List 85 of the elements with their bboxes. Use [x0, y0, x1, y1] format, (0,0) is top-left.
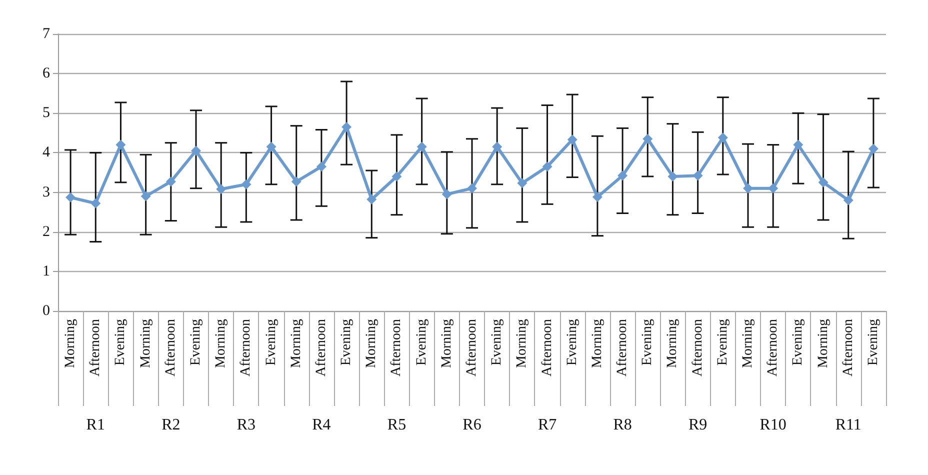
text: R1: [86, 416, 105, 434]
x-tick-label: Evening: [414, 319, 430, 366]
point: [567, 134, 578, 145]
point: [642, 134, 653, 144]
point: [467, 183, 477, 194]
y-tick-label: 0: [42, 303, 50, 319]
point: [492, 142, 502, 152]
y-tick-label: 4: [42, 144, 50, 161]
x-tick-label: Evening: [640, 319, 656, 366]
y-tick-label: 6: [42, 66, 50, 82]
x-tick-label: Morning: [214, 319, 229, 368]
point: [618, 170, 628, 181]
x-tick-label: Morning: [590, 319, 605, 368]
point: [140, 191, 151, 202]
text: R7: [538, 416, 557, 434]
x-tick-label: Morning: [665, 319, 680, 368]
point: [692, 170, 703, 181]
point: [66, 192, 76, 202]
point: [366, 194, 377, 204]
x-tick-label: Morning: [816, 319, 831, 368]
point: [843, 195, 854, 206]
x-tick-label: Morning: [514, 319, 530, 368]
x-tick-label: Evening: [339, 319, 354, 366]
x-tick-label: Afternoon: [464, 319, 480, 377]
text: R6: [462, 416, 482, 434]
point: [241, 179, 252, 190]
point: [342, 122, 352, 132]
point: [592, 192, 602, 202]
y-tick-label: 1: [42, 263, 50, 280]
point: [793, 140, 804, 150]
x-tick-label: Evening: [866, 319, 881, 366]
y-tick-label: 2: [42, 224, 50, 240]
point: [743, 183, 753, 194]
x-tick-label: Afternoon: [840, 319, 856, 377]
text: R5: [387, 416, 406, 434]
text: R9: [688, 416, 708, 434]
x-tick-label: Afternoon: [163, 319, 178, 377]
x-tick-label: Afternoon: [615, 319, 630, 377]
point: [116, 140, 126, 150]
point: [868, 144, 878, 154]
text: R2: [162, 416, 180, 434]
point: [442, 189, 452, 200]
x-tick-label: Morning: [439, 319, 454, 368]
point: [718, 132, 728, 143]
x-tick-label: Afternoon: [238, 319, 254, 377]
x-tick-label: Evening: [715, 319, 730, 366]
x-tick-label: Afternoon: [766, 319, 781, 377]
point: [166, 176, 176, 187]
x-tick-label: Evening: [264, 319, 279, 366]
text: R3: [236, 416, 256, 434]
y-tick-label: 5: [42, 105, 50, 122]
x-tick-label: Morning: [364, 319, 380, 368]
x-tick-label: Afternoon: [88, 319, 104, 377]
text: R8: [613, 416, 632, 434]
x-tick-label: Evening: [790, 319, 806, 366]
x-tick-label: Morning: [288, 319, 304, 368]
point: [542, 162, 552, 172]
x-tick-label: Morning: [138, 319, 154, 368]
x-tick-label: Afternoon: [314, 319, 329, 377]
x-tick-label: Morning: [740, 319, 756, 368]
x-tick-label: Afternoon: [389, 319, 404, 377]
point: [392, 171, 402, 182]
point: [316, 162, 326, 172]
x-tick-label: Evening: [564, 319, 580, 366]
text: R11: [835, 416, 862, 434]
text: R10: [760, 416, 786, 434]
y-tick-label: 3: [42, 184, 50, 200]
point: [266, 142, 276, 152]
point: [191, 146, 201, 156]
x-tick-label: Evening: [113, 319, 128, 366]
point: [768, 183, 778, 194]
x-tick-label: Afternoon: [690, 319, 706, 377]
y-tick-label: 7: [42, 26, 50, 42]
text: R4: [312, 416, 331, 434]
x-tick-label: Evening: [188, 319, 204, 366]
point: [416, 142, 427, 152]
x-tick-label: Evening: [490, 319, 505, 366]
point: [216, 184, 226, 194]
point: [517, 178, 528, 188]
point: [291, 176, 302, 187]
point: [818, 177, 828, 188]
x-tick-label: Afternoon: [540, 319, 555, 377]
x-tick-label: Morning: [63, 319, 78, 368]
point: [668, 171, 678, 182]
point: [90, 198, 101, 208]
